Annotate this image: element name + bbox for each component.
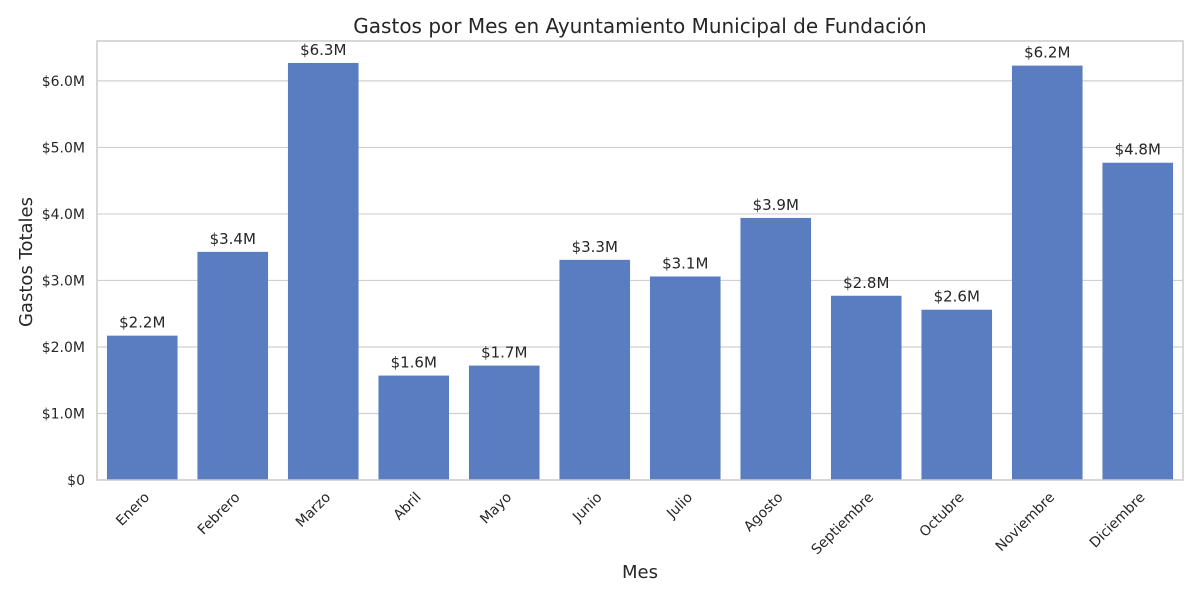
data-label: $2.2M <box>119 314 165 332</box>
chart-title: Gastos por Mes en Ayuntamiento Municipal… <box>353 14 926 38</box>
x-tick-label: Octubre <box>917 490 968 541</box>
bar-abril <box>378 375 450 480</box>
x-tick-label: Abril <box>391 490 425 524</box>
x-tick-label: Noviembre <box>993 490 1058 555</box>
data-label: $3.1M <box>662 254 708 272</box>
x-tick-label: Marzo <box>293 490 334 531</box>
bar-marzo <box>287 62 359 480</box>
y-axis-ticks: $0 $1.0M $2.0M $3.0M $4.0M $5.0M $6.0M <box>42 74 85 489</box>
data-label: $6.3M <box>300 41 346 59</box>
data-labels: $2.2M $3.4M $6.3M $1.6M $1.7M $3.3M $3.1M $3.9M… <box>119 41 1161 372</box>
bar-mayo <box>468 365 540 480</box>
y-tick-label: $5.0M <box>42 140 85 156</box>
data-label: $3.3M <box>572 238 618 256</box>
bar-diciembre <box>1102 162 1174 481</box>
y-tick-label: $4.0M <box>42 207 85 223</box>
bar-junio <box>559 259 631 480</box>
y-tick-label: $0 <box>67 473 85 489</box>
data-label: $2.6M <box>934 288 980 306</box>
data-label: $4.8M <box>1115 141 1161 159</box>
data-label: $1.7M <box>481 344 527 362</box>
bar-septiembre <box>830 295 902 480</box>
x-tick-label: Julio <box>663 490 696 523</box>
plot-frame <box>96 40 1184 481</box>
x-tick-label: Agosto <box>741 490 787 536</box>
x-axis-label: Mes <box>622 562 658 583</box>
gridlines <box>97 80 1183 481</box>
x-tick-label: Enero <box>113 490 153 530</box>
bar-febrero <box>197 251 269 480</box>
data-label: $1.6M <box>391 354 437 372</box>
x-tick-label: Septiembre <box>809 490 878 559</box>
y-tick-label: $2.0M <box>42 340 85 356</box>
bar-agosto <box>740 217 812 480</box>
y-tick-label: $3.0M <box>42 273 85 289</box>
bar-octubre <box>921 309 993 480</box>
x-tick-label: Mayo <box>477 490 515 528</box>
x-axis-ticks: Enero Febrero Marzo Abril Mayo Junio Julio Agos… <box>113 490 1148 559</box>
bar-julio <box>649 276 721 480</box>
bar-enero <box>106 335 178 480</box>
x-tick-label: Diciembre <box>1087 490 1149 552</box>
x-tick-label: Febrero <box>195 490 244 539</box>
data-label: $3.4M <box>210 230 256 248</box>
data-label: $3.9M <box>753 196 799 214</box>
y-axis-label: Gastos Totales <box>16 197 37 327</box>
data-label: $6.2M <box>1024 44 1070 62</box>
x-tick-label: Junio <box>569 490 605 526</box>
bar-noviembre <box>1011 65 1083 481</box>
y-tick-label: $6.0M <box>42 74 85 90</box>
y-tick-label: $1.0M <box>42 406 85 422</box>
data-label: $2.8M <box>843 274 889 292</box>
bars <box>106 62 1174 481</box>
